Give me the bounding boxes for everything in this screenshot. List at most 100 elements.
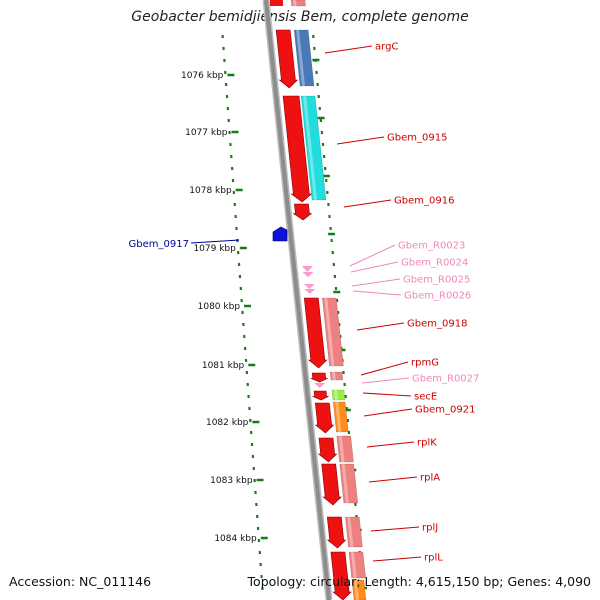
gene-arrow-secE <box>312 390 329 401</box>
gene-arrow-rplA <box>321 463 342 506</box>
trna-arrow <box>302 272 314 277</box>
leader-line <box>343 199 392 208</box>
cds-bar-rpmG <box>329 371 344 381</box>
kbp-label: 1080 kbp <box>198 302 241 312</box>
gene-arrow-rplL <box>330 551 352 600</box>
cds-highlight <box>350 552 357 578</box>
genes-value: 4,090 <box>555 574 591 589</box>
leader-line <box>324 45 373 54</box>
gene-label: rplL <box>424 553 443 564</box>
gene-label: Gbem_0918 <box>407 319 467 330</box>
gene-arrow-gbem-0915 <box>282 95 313 203</box>
topology-label: Topology: <box>247 574 307 589</box>
leader-line <box>362 392 412 397</box>
accession-label: Accession: <box>9 574 76 589</box>
cds-bar-bottom <box>351 579 367 600</box>
gene-arrow-top <box>270 0 283 6</box>
gene-label: Gbem_R0026 <box>404 291 471 302</box>
gene-label: Gbem_0915 <box>387 133 447 144</box>
cds-bar-rplK <box>336 435 354 463</box>
cds-bar-argC <box>293 29 315 87</box>
length-label: Length: <box>364 574 412 589</box>
leader-line <box>370 526 420 532</box>
kbp-label: 1084 kbp <box>214 534 257 544</box>
cds-bar-secE <box>331 389 346 401</box>
leader-line <box>372 556 422 562</box>
cds-highlight <box>338 436 345 462</box>
kbp-label: 1077 kbp <box>185 128 228 138</box>
leader-line <box>352 290 402 296</box>
kbp-label: 1082 kbp <box>206 418 249 428</box>
leader-line <box>363 408 413 417</box>
cds-bar-rplJ <box>345 516 363 548</box>
gene-label: Gbem_R0027 <box>412 374 479 385</box>
backbone-line <box>264 0 331 600</box>
kbp-labels: 1076 kbp 1077 kbp 1078 kbp 1079 kbp 1080 kbp… <box>181 71 268 544</box>
genome-stats: Topology: circular; Length: 4,615,150 bp… <box>247 574 591 589</box>
kbp-label: 1078 kbp <box>189 186 232 196</box>
gene-arrow-gbem-0921 <box>314 402 335 434</box>
cds-highlight <box>296 30 306 86</box>
accession-value: NC_011146 <box>79 574 152 589</box>
leader-line <box>361 377 410 384</box>
trna-arrow <box>301 266 313 272</box>
cds-bar-rplL <box>348 551 366 579</box>
cds-bar-top <box>290 0 306 7</box>
gene-label: Gbem_R0025 <box>403 275 470 286</box>
cds-highlight <box>324 298 335 366</box>
topology-value: circular <box>310 574 357 589</box>
leader-line <box>360 361 409 376</box>
cds-bar-rplA <box>339 463 359 504</box>
gene-label: Gbem_0916 <box>394 196 454 207</box>
gene-arrow-gbem-0918 <box>303 297 328 369</box>
trna-arrow <box>314 383 326 388</box>
genes-label: Genes: <box>507 574 552 589</box>
gene-arrow-gbem-0917 <box>272 226 288 242</box>
leader-line <box>349 244 396 267</box>
gene-arrow-rpmG <box>310 372 328 383</box>
length-value: 4,615,150 bp <box>415 574 500 589</box>
genome-backbone <box>262 0 333 600</box>
leader-line <box>336 136 385 145</box>
leader-line <box>351 278 401 287</box>
map-title: Geobacter bemidjiensis Bem, complete gen… <box>131 9 469 25</box>
leader-line <box>356 322 405 331</box>
cds-highlight <box>353 580 359 600</box>
gene-label: Gbem_R0023 <box>398 241 465 252</box>
gene-label: Gbem_0921 <box>415 405 475 416</box>
gene-label: argC <box>375 42 398 53</box>
kbp-label: 1083 kbp <box>210 476 253 486</box>
gene-arrow-gbem-0916 <box>292 203 313 221</box>
gene-label: rplK <box>417 438 437 449</box>
cds-highlight <box>335 402 342 432</box>
cds-track <box>290 0 367 600</box>
gene-arrow-rplJ <box>326 516 347 549</box>
kbp-label: 1081 kbp <box>202 361 245 371</box>
gene-label: rplA <box>420 473 440 484</box>
cds-bar-gbem-0918 <box>322 297 344 367</box>
cds-highlight <box>303 96 317 200</box>
leader-line <box>368 476 418 483</box>
accession-info: Accession: NC_011146 <box>9 574 151 589</box>
cds-bar-gbem-0921 <box>332 401 349 433</box>
gene-arrow-rplK <box>317 437 338 463</box>
gene-label: rplJ <box>422 523 438 534</box>
gene-label: secE <box>414 392 437 403</box>
tick-marks-left <box>221 34 264 591</box>
leader-line <box>190 239 240 244</box>
cds-highlight <box>347 517 354 547</box>
gene-arrow-argC <box>275 29 299 89</box>
gene-label: rpmG <box>411 358 439 369</box>
cds-highlight <box>341 464 349 503</box>
cds-highlight <box>293 0 297 6</box>
leader-line <box>366 441 415 448</box>
gene-label: Gbem_0917 <box>129 239 189 250</box>
kbp-label: 1079 kbp <box>193 244 236 254</box>
gene-labels: argC Gbem_0915 Gbem_0916 Gbem_0917 Gbem_R002… <box>129 42 480 564</box>
trna-arrow <box>304 289 316 294</box>
cds-highlight <box>333 390 338 400</box>
cds-highlight <box>332 372 336 380</box>
cds-bar-gbem-0915 <box>300 95 327 201</box>
kbp-label: 1076 kbp <box>181 71 224 81</box>
